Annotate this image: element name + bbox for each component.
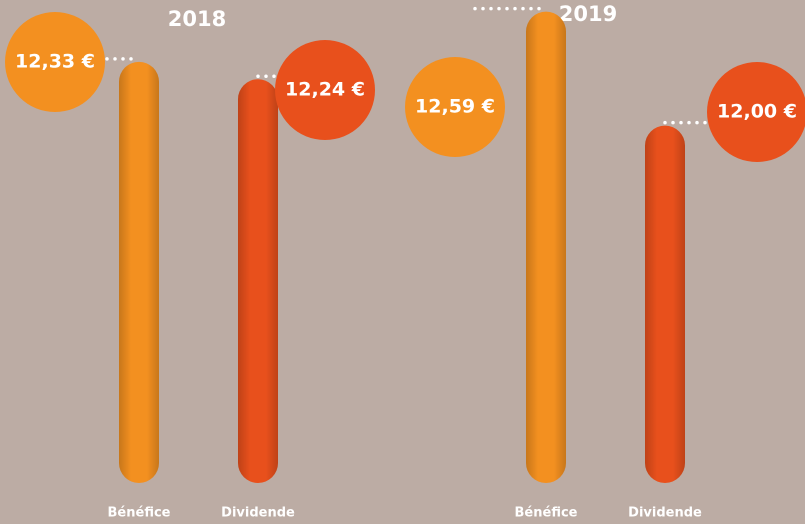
bar-shade (526, 11, 566, 483)
value-label: 12,24 € (285, 79, 365, 101)
value-label: 12,59 € (415, 96, 495, 118)
value-bubble (275, 40, 375, 140)
bar-shade (119, 61, 159, 483)
group-title: 2019 (559, 2, 617, 26)
value-bubble (405, 57, 505, 157)
value-bubble (5, 12, 105, 112)
group-title: 2018 (168, 7, 226, 31)
bar-shade (645, 125, 685, 483)
category-label: Bénéfice (108, 506, 171, 521)
value-label: 12,00 € (717, 101, 797, 123)
value-bubble (707, 62, 805, 162)
category-label: Dividende (628, 506, 702, 521)
value-label: 12,33 € (15, 51, 95, 73)
bar-shade (238, 79, 278, 483)
category-label: Bénéfice (515, 506, 578, 521)
category-label: Dividende (221, 506, 295, 521)
